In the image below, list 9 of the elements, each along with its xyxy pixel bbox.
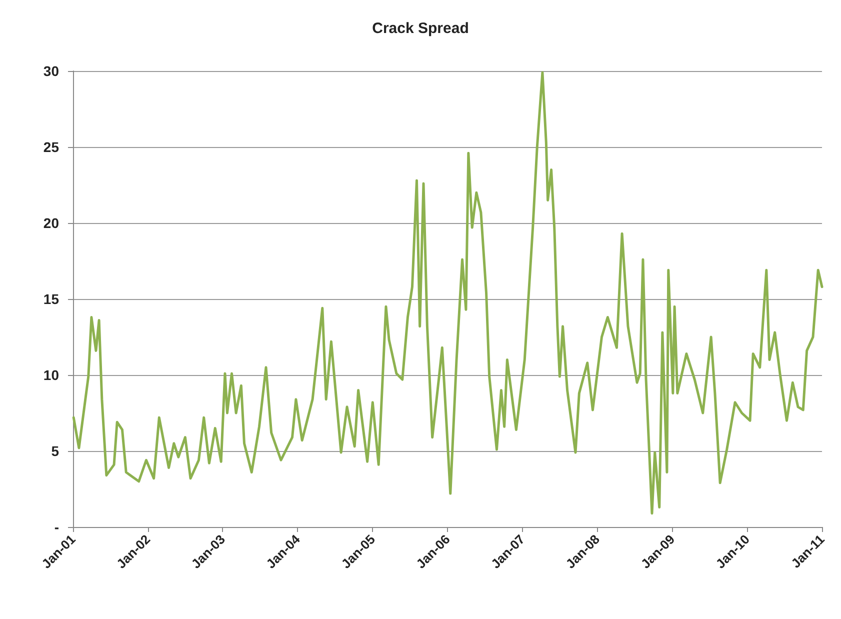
y-tick-label: 15	[43, 291, 60, 307]
y-tick-label: -	[54, 519, 60, 535]
line-series	[72, 71, 824, 515]
y-tick-label: 10	[43, 367, 60, 383]
y-tick-label: 20	[43, 215, 60, 231]
y-tick-label: 25	[43, 139, 60, 155]
chart-title: Crack Spread	[372, 20, 469, 37]
y-tick-label: 5	[51, 443, 60, 459]
y-tick-label: 30	[43, 63, 60, 79]
